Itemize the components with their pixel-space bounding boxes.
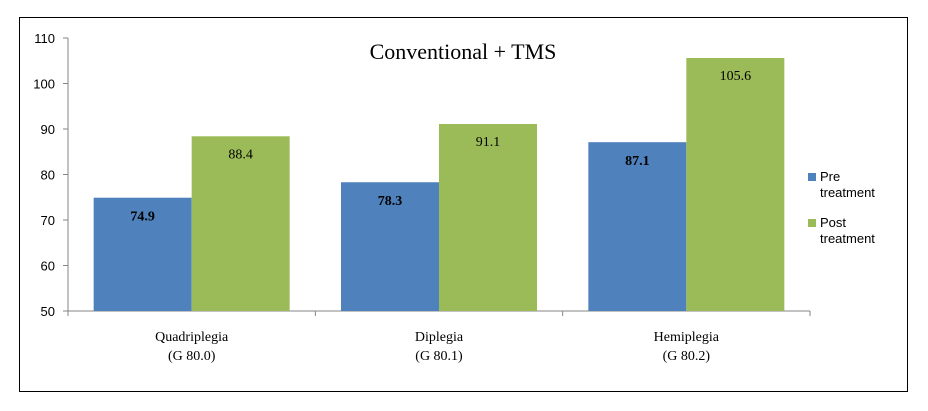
bar-chart: 50 60 70 80 90 100 110 74.9 88.4 78.3 91.1 87.1 105… <box>33 31 875 364</box>
pre-treatment-value-label: 87.1 <box>625 154 650 169</box>
y-tick-label: 50 <box>41 304 55 319</box>
post-treatment-bar <box>191 136 290 311</box>
y-tick-label: 80 <box>41 168 55 183</box>
pre-treatment-value-label: 78.3 <box>378 194 403 209</box>
pre-treatment-bar <box>588 142 687 311</box>
legend-label: Post <box>820 215 846 230</box>
y-tick-label: 70 <box>41 213 55 228</box>
category-label: (G 80.1) <box>415 349 463 364</box>
category-label: Quadriplegia <box>155 330 229 345</box>
post-treatment-value-label: 105.6 <box>720 69 752 84</box>
category-labels: Quadriplegia (G 80.0) Diplegia (G 80.1) Hemi… <box>155 330 720 364</box>
legend-label: treatment <box>820 231 875 246</box>
legend-label: treatment <box>820 185 875 200</box>
y-tick-label: 100 <box>33 77 55 92</box>
category-label: (G 80.2) <box>663 349 711 364</box>
pre-treatment-legend-swatch <box>808 173 816 181</box>
y-tick-label: 90 <box>41 122 55 137</box>
chart-frame: 50 60 70 80 90 100 110 74.9 88.4 78.3 91.1 87.1 105… <box>19 17 908 392</box>
post-treatment-bar <box>439 123 537 312</box>
category-label: (G 80.0) <box>168 349 216 364</box>
legend-label: Pre <box>820 169 840 184</box>
pre-treatment-bar <box>93 197 192 311</box>
bars <box>93 58 785 312</box>
y-tick-label: 60 <box>41 259 55 274</box>
category-label: Diplegia <box>415 330 464 345</box>
post-treatment-bar <box>686 58 785 311</box>
post-treatment-value-label: 88.4 <box>228 147 253 162</box>
post-treatment-legend-swatch <box>808 219 816 227</box>
data-labels: 74.9 88.4 78.3 91.1 87.1 105.6 <box>130 69 751 225</box>
post-treatment-value-label: 91.1 <box>476 135 501 150</box>
pre-treatment-value-label: 74.9 <box>130 210 155 225</box>
y-tick-label: 110 <box>34 31 55 46</box>
chart-title: Conventional + TMS <box>370 39 557 64</box>
pre-treatment-bar <box>341 182 439 311</box>
category-label: Hemiplegia <box>654 330 720 345</box>
